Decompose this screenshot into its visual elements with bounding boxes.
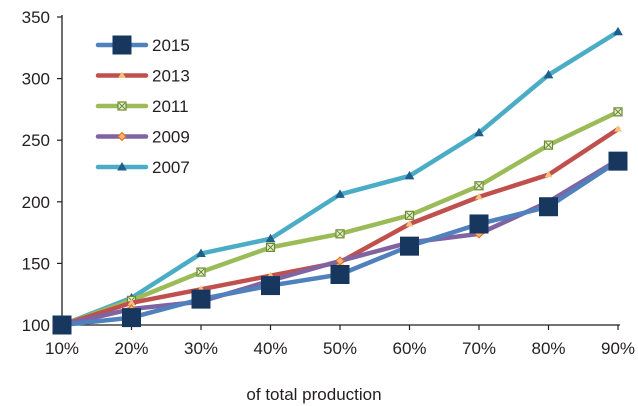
data-point-2007 <box>265 233 276 243</box>
data-point-2009 <box>335 256 345 266</box>
data-point-2007 <box>196 248 206 258</box>
legend-item-2015: 2015 <box>95 35 190 55</box>
data-point-2015 <box>52 315 72 335</box>
legend-item-2011: 2011 <box>95 97 189 116</box>
x-tick-label: 90% <box>601 339 635 358</box>
data-point-2011 <box>265 242 276 252</box>
data-point-2011 <box>196 267 206 277</box>
legend-swatch-marker <box>112 35 132 55</box>
marker-cross <box>475 182 483 190</box>
data-point-2015 <box>608 151 628 171</box>
marker-cross <box>614 108 622 116</box>
marker-cross <box>197 268 205 276</box>
x-axis-label: of total production <box>246 385 381 404</box>
legend-swatch-marker <box>118 71 126 78</box>
legend-item-2009: 2009 <box>95 128 190 147</box>
series-2009 <box>57 155 623 330</box>
marker-cross <box>406 211 413 219</box>
y-tick-label: 250 <box>22 131 50 150</box>
y-tick-label: 100 <box>22 316 50 335</box>
data-point-2013 <box>544 170 553 178</box>
y-tick-label: 300 <box>22 70 50 89</box>
data-point-2015 <box>261 276 280 296</box>
y-tick-label: 150 <box>22 254 50 273</box>
legend-label: 2011 <box>152 97 189 116</box>
marker-cross <box>545 141 552 149</box>
data-point-2011 <box>543 140 554 150</box>
x-tick-label: 80% <box>531 339 565 358</box>
marker-cross <box>118 102 126 110</box>
y-tick-label: 350 <box>22 8 50 27</box>
legend-label: 2007 <box>152 158 190 177</box>
data-point-2013 <box>475 192 483 200</box>
legend-label: 2009 <box>152 128 190 147</box>
data-point-2015 <box>330 264 350 284</box>
legend-item-2013: 2013 <box>95 67 190 86</box>
series-2015 <box>52 151 628 335</box>
data-point-2007 <box>543 69 554 79</box>
data-point-2007 <box>404 170 415 180</box>
data-point-2011 <box>335 229 345 239</box>
data-point-2015 <box>539 197 558 217</box>
data-point-2013 <box>614 125 622 132</box>
x-tick-label: 50% <box>323 339 357 358</box>
marker-cross <box>336 230 344 238</box>
legend-label: 2013 <box>152 67 190 86</box>
data-point-2015 <box>469 214 489 234</box>
data-point-2015 <box>122 308 141 328</box>
data-point-2007 <box>474 127 484 137</box>
data-point-2015 <box>400 236 419 256</box>
data-point-2007 <box>335 189 345 198</box>
x-tick-label: 10% <box>45 339 79 358</box>
series-line-2011 <box>59 109 621 328</box>
data-point-2011 <box>404 210 415 220</box>
data-point-2007 <box>613 26 623 36</box>
legend-swatch-marker <box>117 161 127 171</box>
legend: 2015 2013 2011 2009 2007 <box>95 35 190 177</box>
legend-swatch-marker <box>117 101 127 111</box>
data-point-2015 <box>191 289 211 309</box>
x-tick-label: 40% <box>253 339 287 358</box>
data-point-2013 <box>405 220 414 227</box>
y-tick-label: 200 <box>22 193 50 212</box>
legend-label: 2015 <box>152 36 190 55</box>
x-tick-label: 30% <box>184 339 218 358</box>
x-tick-label: 20% <box>114 339 148 358</box>
marker-cross <box>267 244 274 251</box>
series-2011 <box>57 107 623 330</box>
data-point-2011 <box>474 181 484 191</box>
x-tick-label: 60% <box>392 339 426 358</box>
legend-item-2007: 2007 <box>95 158 190 177</box>
legend-swatch-marker <box>117 131 127 142</box>
axes: 100 150 200 250 300 350 10% 20% 30% 40% 50% 60% 70% 8… <box>22 8 635 358</box>
x-tick-label: 70% <box>462 339 496 358</box>
series-layer <box>52 26 628 335</box>
data-point-2011 <box>613 107 623 117</box>
